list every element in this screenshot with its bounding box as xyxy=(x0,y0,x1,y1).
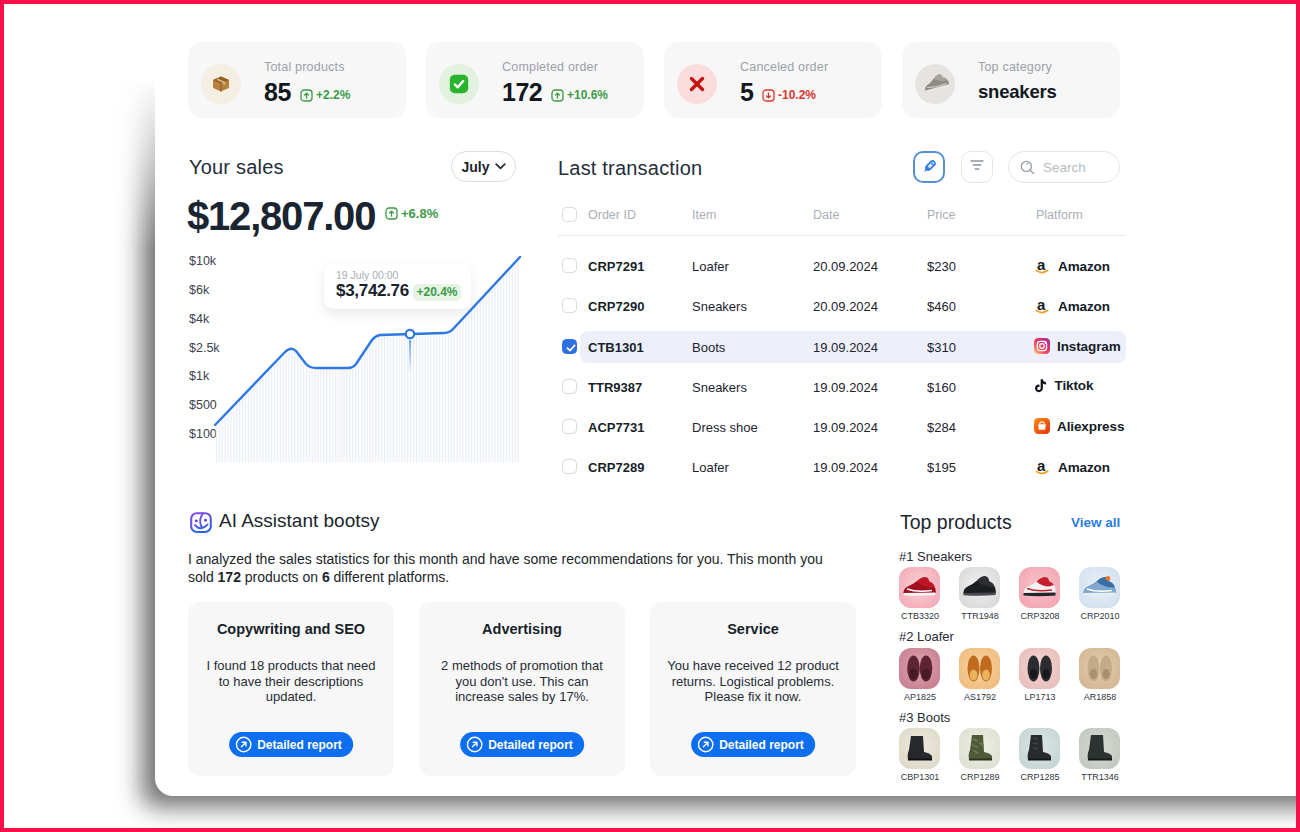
svg-text:a: a xyxy=(1037,458,1046,474)
svg-text:a: a xyxy=(1037,297,1046,313)
svg-text:a: a xyxy=(1037,257,1046,273)
